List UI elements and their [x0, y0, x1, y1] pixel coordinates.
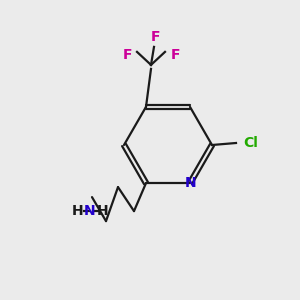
- Text: Cl: Cl: [243, 136, 258, 150]
- Text: H: H: [72, 204, 84, 218]
- Text: F: F: [122, 48, 132, 62]
- Text: F: F: [151, 30, 161, 44]
- Text: H: H: [97, 204, 109, 218]
- Text: N: N: [84, 204, 96, 218]
- Text: N: N: [185, 176, 197, 190]
- Text: F: F: [170, 48, 180, 62]
